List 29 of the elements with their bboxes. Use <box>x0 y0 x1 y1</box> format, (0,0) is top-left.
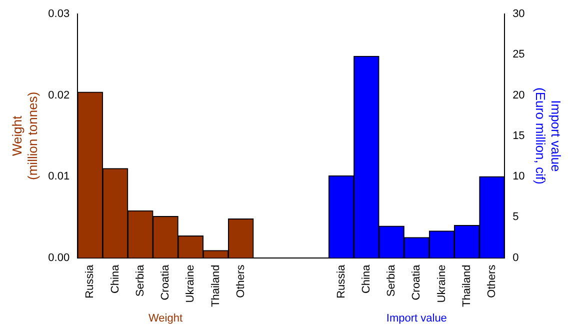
x-tick-label: Serbia <box>134 264 146 297</box>
text: Weight <box>148 312 183 325</box>
y-tick-label: 0.03 <box>48 8 70 20</box>
x-tick-label: Ukraine <box>436 264 448 303</box>
x-tick-label: Serbia <box>386 264 398 297</box>
x-tick-label: Russia <box>84 264 96 298</box>
x-tick-label: China <box>109 264 122 294</box>
y2-tick-label: 10 <box>512 170 525 183</box>
text: Import value <box>386 312 447 325</box>
x-tick-label: Others <box>486 264 498 298</box>
x-tick-label: Others <box>234 264 247 298</box>
y2-tick-label: 5 <box>512 211 519 224</box>
y2-axis-title: Import value (Euro million, cif) <box>533 88 564 184</box>
x-tick-label: Croatia <box>410 264 423 300</box>
x-tick-label: Ukraine <box>184 264 197 303</box>
y-tick-label: 0.01 <box>48 170 70 183</box>
y2-tick-label: 15 <box>512 130 525 142</box>
x-tick-label: Thailand <box>460 264 473 308</box>
y-tick-label: 0.00 <box>48 252 70 264</box>
y2-tick-label: 0 <box>512 252 519 264</box>
y2-tick-label: 25 <box>512 48 525 61</box>
y2-tick-label: 30 <box>512 8 525 20</box>
y-axis-title: Weight (million tonnes) <box>9 92 40 180</box>
x-tick-label: China <box>360 264 372 294</box>
y-tick-label: 0.02 <box>48 89 70 102</box>
x-tick-label: Croatia <box>160 264 172 300</box>
y2-tick-label: 20 <box>512 89 525 102</box>
x-tick-label: Russia <box>335 264 348 298</box>
x-tick-label: Thailand <box>210 264 222 308</box>
